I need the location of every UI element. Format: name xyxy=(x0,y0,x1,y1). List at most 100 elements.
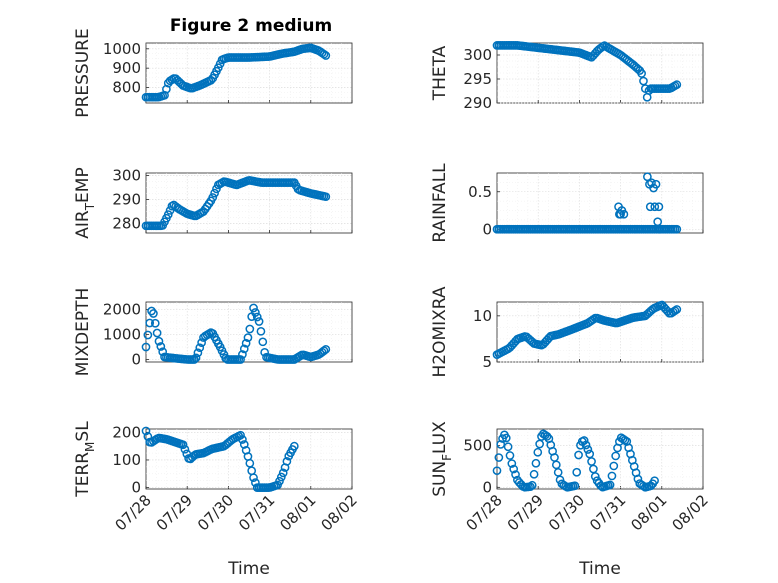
data-point xyxy=(526,482,535,492)
data-point xyxy=(611,451,621,461)
y-tick-label: 2000 xyxy=(103,301,141,319)
y-tick-label: 200 xyxy=(112,423,141,441)
y-tick-label: 300 xyxy=(463,46,492,64)
data-point xyxy=(643,172,652,182)
data-point xyxy=(655,224,665,234)
data-point xyxy=(529,469,539,479)
data-point xyxy=(507,459,517,468)
y-tick-label: 0 xyxy=(482,220,492,238)
data-point xyxy=(238,350,247,359)
y-axis-label-main: TERR xyxy=(73,452,93,498)
x-tick-label: 08/02 xyxy=(318,491,361,534)
x-tick-label: 08/01 xyxy=(627,491,670,534)
y-axis-label-main: H2OMIXRA xyxy=(430,286,450,377)
data-point xyxy=(143,330,153,340)
data-point xyxy=(645,202,655,212)
data-point xyxy=(653,217,663,227)
y-axis-label-subscript: T xyxy=(83,202,97,211)
data-point xyxy=(505,451,515,460)
x-axis-label: Time xyxy=(227,559,270,579)
y-axis-label-main: AIR xyxy=(73,210,93,239)
data-point xyxy=(282,457,292,466)
data-point xyxy=(607,471,617,481)
data-point xyxy=(149,309,158,318)
data-point xyxy=(590,472,600,481)
y-axis-label: SUNFLUX xyxy=(430,421,454,497)
subplot-second-right: 0 0.5 RAINFALL xyxy=(430,163,704,243)
y-tick-label: 900 xyxy=(112,59,141,77)
y-tick-label: 0 xyxy=(482,478,492,496)
x-tick-label: 07/28 xyxy=(112,491,155,534)
data-point xyxy=(141,342,151,352)
data-point xyxy=(154,336,164,346)
data-point xyxy=(239,440,249,449)
data-point xyxy=(150,318,160,328)
data-point xyxy=(503,442,513,452)
subplot-bottom-right: 0 500 SUNFLUX 07/2807/2907/3007/3108/0108/0… xyxy=(430,421,712,579)
y-tick-label: 5 xyxy=(482,353,492,371)
y-tick-label: 500 xyxy=(463,437,492,455)
y-tick-label: 10 xyxy=(473,307,492,325)
data-point xyxy=(650,476,659,486)
data-point xyxy=(605,480,615,490)
data-point xyxy=(579,436,589,445)
data-point xyxy=(193,348,203,358)
data-point xyxy=(141,426,151,436)
y-axis-label-main: MIXDEPTH xyxy=(73,288,93,377)
y-tick-label: 100 xyxy=(112,451,141,469)
data-point xyxy=(583,445,593,454)
data-point xyxy=(251,308,260,317)
data-point xyxy=(258,337,268,347)
data-point xyxy=(236,355,245,364)
x-tick-label: 08/02 xyxy=(669,491,712,534)
data-point xyxy=(245,324,255,334)
y-axis-label: THETA xyxy=(430,45,450,101)
data-point xyxy=(672,80,682,89)
subplot-second-left: 280 290 300 AIRTEMP xyxy=(73,166,353,239)
data-point xyxy=(319,346,329,356)
y-tick-label: 0 xyxy=(131,351,141,369)
data-point xyxy=(195,343,205,353)
y-axis-label: RAINFALL xyxy=(430,163,450,243)
data-point xyxy=(572,467,582,477)
data-point xyxy=(241,338,251,348)
x-axis-label: Time xyxy=(578,559,621,579)
data-point xyxy=(145,318,155,328)
y-tick-label: 295 xyxy=(463,70,492,88)
figure-title: Figure 2 medium xyxy=(170,16,332,36)
y-axis-label-subscript: M xyxy=(83,442,97,452)
data-point xyxy=(156,342,166,351)
subplot-third-left: 0 1000 2000 MIXDEPTH xyxy=(73,288,353,377)
x-tick-label: 07/30 xyxy=(194,491,237,534)
data-point xyxy=(321,344,331,354)
x-tick-label: 07/29 xyxy=(504,491,547,534)
y-axis-label-main: THETA xyxy=(430,45,450,101)
y-tick-label: 290 xyxy=(463,94,492,112)
data-point xyxy=(511,470,520,479)
x-tick-label: 07/31 xyxy=(586,491,629,534)
data-point xyxy=(276,472,286,482)
data-point xyxy=(238,435,247,444)
y-axis-label: PRESSURE xyxy=(73,28,93,117)
data-point xyxy=(208,193,218,202)
data-point xyxy=(496,440,506,449)
data-point xyxy=(243,333,253,342)
data-point xyxy=(289,441,299,451)
data-point xyxy=(239,344,249,354)
data-point xyxy=(501,433,511,443)
x-tick-label: 07/30 xyxy=(545,491,588,534)
data-point xyxy=(252,312,262,322)
data-point xyxy=(163,210,173,219)
data-point xyxy=(637,69,646,78)
data-point xyxy=(319,49,329,59)
data-point xyxy=(256,326,266,336)
x-tick-label: 07/31 xyxy=(235,491,278,534)
y-tick-label: 300 xyxy=(112,166,141,184)
data-point xyxy=(620,435,630,445)
data-point xyxy=(651,179,661,189)
subplot-bottom-left: 0 100 200 TERRMSL 07/2807/2907/3007/3108/010… xyxy=(73,421,361,579)
data-point xyxy=(619,209,629,219)
y-axis-label-rest: EMP xyxy=(73,167,93,203)
subplot-top-right: 290 295 300 THETA xyxy=(430,41,704,112)
